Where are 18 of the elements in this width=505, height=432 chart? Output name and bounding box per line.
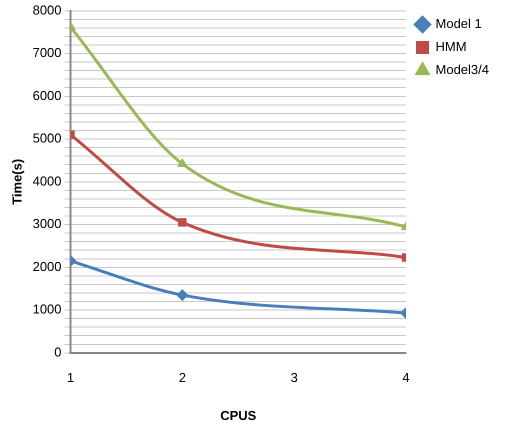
x-tick-label: 3 [290,370,298,386]
y-tick-label: 4000 [32,173,62,188]
y-tick-label: 6000 [32,88,62,103]
x-tick-label: 1 [66,370,74,386]
y-axis-title: Time(s) [9,158,24,205]
y-tick-label: 5000 [32,130,62,146]
legend-label: Model 1 [436,16,482,32]
legend-label: HMM [436,39,467,54]
legend-label: Model3/4 [436,62,490,78]
y-tick-label: 7000 [32,45,62,60]
x-axis-title: CPUS [220,408,257,423]
y-tick-label: 1000 [32,302,62,317]
y-tick-label: 0 [54,344,62,360]
x-tick-label: 4 [402,370,410,386]
y-tick-label: 3000 [32,216,62,232]
y-tick-label: 2000 [32,258,62,274]
y-tick-label: 8000 [32,2,62,18]
x-tick-label: 2 [178,370,186,386]
